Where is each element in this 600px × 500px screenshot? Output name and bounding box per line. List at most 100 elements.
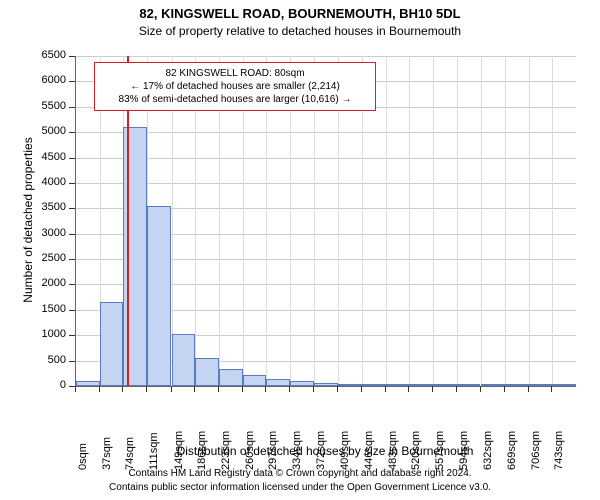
xtick-label: 594sqm — [458, 422, 470, 470]
xtick — [551, 386, 552, 392]
xtick — [385, 386, 386, 392]
gridline-v — [433, 56, 434, 386]
histogram-bar — [362, 384, 386, 386]
histogram-bar — [529, 384, 553, 386]
gridline-v — [457, 56, 458, 386]
xtick-label: 74sqm — [124, 422, 136, 470]
chart-container: 82, KINGSWELL ROAD, BOURNEMOUTH, BH10 5D… — [0, 0, 600, 500]
xtick — [146, 386, 147, 392]
histogram-bar — [290, 381, 314, 386]
histogram-bar — [505, 384, 529, 386]
xtick-label: 409sqm — [339, 422, 351, 470]
ytick-label: 5500 — [30, 100, 66, 112]
histogram-bar — [457, 384, 481, 386]
ytick — [69, 208, 75, 209]
xtick — [337, 386, 338, 392]
xtick — [528, 386, 529, 392]
annotation-line3: 83% of semi-detached houses are larger (… — [101, 93, 369, 106]
ytick-label: 2500 — [30, 252, 66, 264]
xtick-label: 334sqm — [291, 422, 303, 470]
histogram-bar — [386, 384, 410, 386]
histogram-bar — [314, 383, 338, 386]
annotation-line1: 82 KINGSWELL ROAD: 80sqm — [101, 67, 369, 80]
ytick — [69, 56, 75, 57]
xtick — [504, 386, 505, 392]
xtick-label: 37sqm — [101, 422, 113, 470]
ytick-label: 4500 — [30, 151, 66, 163]
xtick-label: 632sqm — [482, 422, 494, 470]
histogram-bar — [243, 375, 267, 386]
histogram-bar — [338, 384, 362, 386]
gridline-v — [552, 56, 553, 386]
gridline-h — [76, 56, 576, 57]
xtick — [432, 386, 433, 392]
histogram-bar — [76, 381, 100, 386]
histogram-bar — [481, 384, 505, 386]
xtick-label: 297sqm — [267, 422, 279, 470]
xtick-label: 149sqm — [173, 422, 185, 470]
xtick-label: 557sqm — [434, 422, 446, 470]
chart-title-sub: Size of property relative to detached ho… — [0, 24, 600, 38]
ytick — [69, 284, 75, 285]
xtick — [480, 386, 481, 392]
ytick-label: 4000 — [30, 176, 66, 188]
histogram-bar — [433, 384, 457, 386]
xtick-label: 0sqm — [77, 422, 89, 470]
xtick-label: 223sqm — [220, 422, 232, 470]
xtick-label: 669sqm — [506, 422, 518, 470]
xtick-label: 483sqm — [387, 422, 399, 470]
xtick-label: 260sqm — [244, 422, 256, 470]
xtick — [75, 386, 76, 392]
xtick — [361, 386, 362, 392]
histogram-bar — [195, 358, 219, 386]
ytick-label: 3000 — [30, 227, 66, 239]
ytick-label: 5000 — [30, 125, 66, 137]
xtick — [242, 386, 243, 392]
histogram-bar — [100, 302, 124, 386]
xtick — [289, 386, 290, 392]
xtick — [194, 386, 195, 392]
xtick-label: 446sqm — [363, 422, 375, 470]
ytick — [69, 361, 75, 362]
annotation-line2: ← 17% of detached houses are smaller (2,… — [101, 80, 369, 93]
gridline-v — [529, 56, 530, 386]
ytick — [69, 259, 75, 260]
xtick-label: 743sqm — [553, 422, 565, 470]
gridline-h — [76, 158, 576, 159]
xtick-label: 706sqm — [530, 422, 542, 470]
ytick — [69, 132, 75, 133]
chart-title-main: 82, KINGSWELL ROAD, BOURNEMOUTH, BH10 5D… — [0, 6, 600, 21]
gridline-h — [76, 132, 576, 133]
histogram-bar — [266, 379, 290, 386]
ytick — [69, 310, 75, 311]
xtick-label: 111sqm — [148, 422, 160, 470]
annotation-box: 82 KINGSWELL ROAD: 80sqm ← 17% of detach… — [94, 62, 376, 111]
gridline-v — [505, 56, 506, 386]
ytick — [69, 81, 75, 82]
xtick-label: 520sqm — [410, 422, 422, 470]
xtick-label: 372sqm — [315, 422, 327, 470]
ytick — [69, 158, 75, 159]
xtick — [265, 386, 266, 392]
ytick-label: 1500 — [30, 303, 66, 315]
gridline-h — [76, 183, 576, 184]
histogram-bar — [147, 206, 171, 386]
ytick-label: 6000 — [30, 74, 66, 86]
xtick — [99, 386, 100, 392]
ytick-label: 0 — [30, 379, 66, 391]
histogram-bar — [219, 369, 243, 386]
xtick — [122, 386, 123, 392]
xtick — [408, 386, 409, 392]
gridline-v — [409, 56, 410, 386]
histogram-bar — [172, 334, 196, 386]
ytick — [69, 107, 75, 108]
footer-line2: Contains public sector information licen… — [0, 482, 600, 493]
gridline-v — [481, 56, 482, 386]
xtick-label: 186sqm — [196, 422, 208, 470]
ytick-label: 500 — [30, 354, 66, 366]
gridline-v — [386, 56, 387, 386]
xtick — [171, 386, 172, 392]
ytick — [69, 335, 75, 336]
ytick-label: 1000 — [30, 328, 66, 340]
ytick — [69, 183, 75, 184]
